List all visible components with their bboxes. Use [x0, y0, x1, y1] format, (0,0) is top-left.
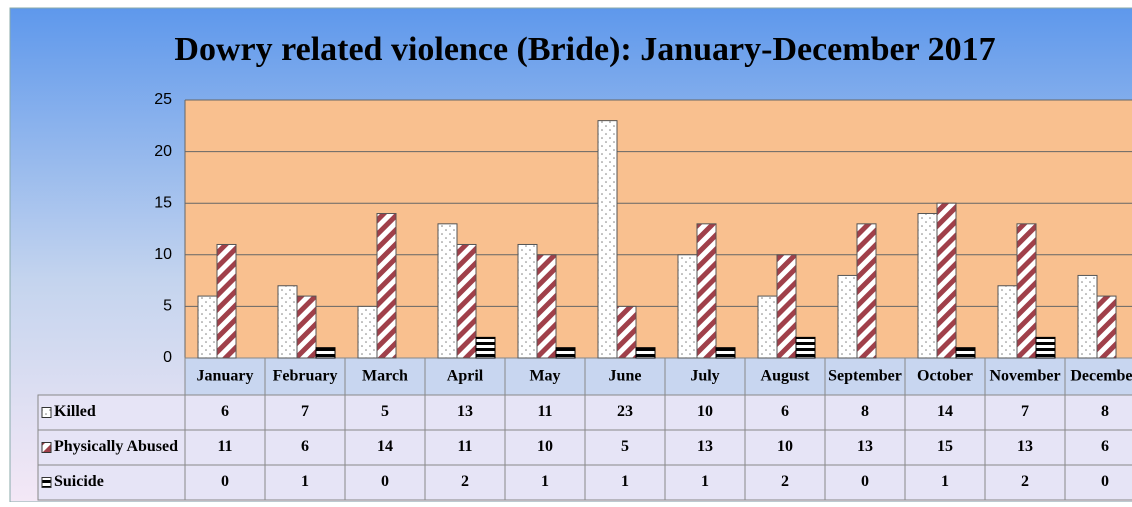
table-value: 7 [301, 403, 309, 420]
table-value: 14 [377, 438, 393, 455]
x-tick-label: January [197, 368, 254, 385]
y-tick-label: 0 [163, 349, 172, 366]
bar [795, 336, 816, 359]
table-value: 1 [301, 473, 309, 490]
table-value: 6 [301, 438, 309, 455]
table-value: 14 [937, 403, 953, 420]
data-table [37, 357, 1132, 501]
table-value: 11 [457, 438, 472, 455]
bar [315, 347, 336, 359]
x-tick-label: November [989, 368, 1060, 385]
table-value: 13 [1017, 438, 1033, 455]
bar [555, 347, 576, 359]
bar [1035, 336, 1056, 359]
bar [1016, 223, 1037, 359]
bar [1096, 295, 1117, 359]
chart-title: Dowry related violence (Bride): January-… [174, 31, 995, 68]
table-value: 23 [617, 403, 633, 420]
legend-key [41, 477, 52, 488]
bar [296, 295, 317, 359]
table-value: 2 [461, 473, 469, 490]
bar [475, 336, 496, 359]
bar [936, 202, 957, 359]
bar [955, 347, 976, 359]
bar [197, 295, 218, 359]
y-tick-label: 5 [163, 298, 172, 315]
bar [715, 347, 736, 359]
bar [597, 120, 618, 359]
x-tick-label: May [529, 368, 560, 385]
table-value: 8 [1101, 403, 1109, 420]
x-tick-label: June [609, 368, 642, 385]
table-value: 11 [537, 403, 552, 420]
legend-label: Killed [54, 403, 96, 420]
x-tick-label: February [273, 368, 338, 385]
legend-key [41, 407, 52, 418]
table-value: 1 [941, 473, 949, 490]
legend-label: Physically Abused [54, 438, 178, 455]
table-value: 11 [217, 438, 232, 455]
x-tick-label: March [362, 368, 408, 385]
bar [536, 254, 557, 359]
bar [917, 213, 938, 359]
legend-label: Suicide [54, 473, 104, 490]
bar [776, 254, 797, 359]
x-tick-label: April [447, 368, 484, 385]
bar [357, 305, 378, 359]
table-value: 5 [381, 403, 389, 420]
x-tick-label: December [1070, 368, 1132, 385]
legend-key [41, 442, 52, 453]
bar [856, 223, 877, 359]
table-value: 0 [1101, 473, 1109, 490]
bar [696, 223, 717, 359]
table-value: 1 [541, 473, 549, 490]
bar [757, 295, 778, 359]
plot-area [185, 100, 1132, 358]
x-tick-label: October [917, 368, 973, 385]
bar [616, 305, 637, 359]
bar [517, 243, 538, 359]
bar [376, 213, 397, 359]
bar [456, 243, 477, 359]
bar [837, 274, 858, 359]
x-tick-label: July [690, 368, 719, 385]
table-value: 10 [777, 438, 793, 455]
bar [437, 223, 458, 359]
table-value: 13 [457, 403, 473, 420]
bar [1077, 274, 1098, 359]
table-value: 13 [857, 438, 873, 455]
y-tick-label: 15 [154, 194, 172, 211]
table-value: 5 [621, 438, 629, 455]
y-tick-label: 20 [154, 143, 172, 160]
y-tick-label: 25 [154, 91, 172, 108]
x-tick-label: August [761, 368, 811, 385]
table-value: 0 [381, 473, 389, 490]
table-value: 6 [1101, 438, 1109, 455]
table-value: 6 [781, 403, 789, 420]
table-value: 13 [697, 438, 713, 455]
table-value: 0 [861, 473, 869, 490]
table-value: 7 [1021, 403, 1029, 420]
table-value: 2 [1021, 473, 1029, 490]
table-value: 15 [937, 438, 953, 455]
table-value: 10 [537, 438, 553, 455]
bar [216, 243, 237, 359]
table-value: 8 [861, 403, 869, 420]
table-value: 6 [221, 403, 229, 420]
y-tick-label: 10 [154, 246, 172, 263]
bar [677, 254, 698, 359]
table-value: 0 [221, 473, 229, 490]
bar [997, 285, 1018, 359]
x-tick-label: September [828, 368, 902, 385]
table-value: 1 [621, 473, 629, 490]
table-value: 1 [701, 473, 709, 490]
table-value: 2 [781, 473, 789, 490]
bar [277, 285, 298, 359]
table-value: 10 [697, 403, 713, 420]
bar [635, 347, 656, 359]
